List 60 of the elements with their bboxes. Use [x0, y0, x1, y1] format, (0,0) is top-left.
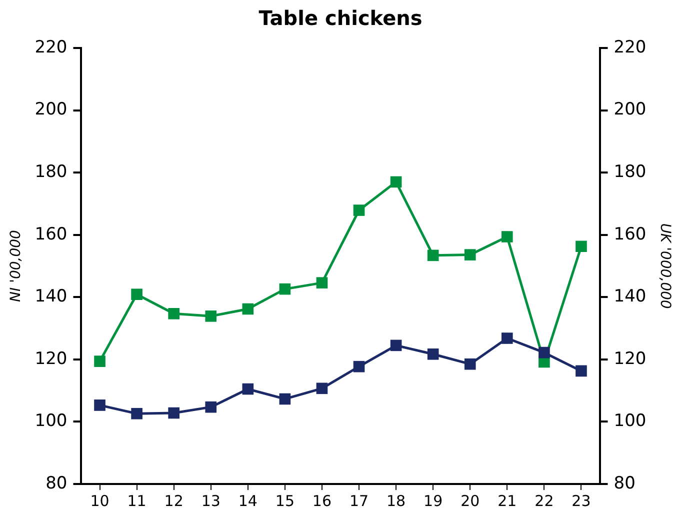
- y2-tick-label: 140: [614, 286, 646, 307]
- y2-tick-label: 80: [614, 473, 636, 494]
- y-axis-title: NI '00,000: [8, 230, 24, 302]
- point: [576, 365, 587, 377]
- x-tick-label: 21: [498, 492, 517, 510]
- y2-tick-label: 220: [614, 37, 646, 58]
- point: [131, 408, 142, 420]
- point: [353, 204, 365, 216]
- point: [464, 358, 476, 370]
- x-tick-label: 12: [164, 492, 184, 510]
- point: [131, 288, 142, 300]
- x-tick-label: 14: [238, 492, 258, 510]
- x-tick-label: 22: [534, 492, 554, 510]
- point: [242, 303, 254, 315]
- point: [168, 308, 180, 320]
- x-tick-label: 23: [572, 492, 591, 510]
- y-tick-label: 220: [34, 37, 68, 58]
- point: [316, 382, 328, 394]
- y-tick-label: 100: [34, 411, 68, 432]
- point: [390, 176, 402, 188]
- point: [279, 393, 291, 405]
- x-tick-label: 17: [349, 492, 369, 510]
- point: [464, 249, 476, 260]
- point: [94, 356, 106, 367]
- y2-tick-label: 160: [614, 224, 646, 244]
- point: [502, 332, 513, 344]
- point: [168, 407, 180, 419]
- x-tick-label: 13: [201, 492, 220, 510]
- x-tick-label: 11: [127, 492, 146, 510]
- y-tick-label: 200: [34, 100, 68, 120]
- point: [502, 231, 513, 242]
- point: [94, 400, 106, 411]
- point: [427, 348, 439, 360]
- x-tick-label: 10: [90, 492, 110, 510]
- x-tick-label: 16: [312, 492, 332, 510]
- point: [353, 360, 365, 372]
- point: [205, 310, 217, 322]
- y-tick-label: 140: [34, 286, 68, 307]
- y2-tick-label: 200: [614, 100, 646, 120]
- chart-title: Table chickens: [258, 6, 422, 30]
- point: [316, 277, 328, 288]
- y-tick-label: 120: [34, 348, 68, 369]
- y-tick-label: 80: [46, 473, 68, 494]
- point: [576, 240, 587, 252]
- y-tick-label: 160: [34, 224, 68, 244]
- point: [427, 250, 439, 262]
- point: [205, 401, 217, 413]
- x-tick-label: 20: [460, 492, 480, 510]
- y2-axis-title: UK '000,000: [656, 223, 673, 309]
- point: [279, 283, 291, 295]
- y2-tick-label: 120: [614, 348, 646, 369]
- x-tick-label: 15: [275, 492, 294, 510]
- point: [538, 346, 550, 358]
- x-tick-label: 19: [424, 492, 443, 510]
- y2-tick-label: 100: [614, 411, 646, 432]
- y-tick-label: 180: [34, 162, 68, 182]
- point: [242, 383, 254, 395]
- y2-tick-label: 180: [614, 162, 646, 182]
- point: [390, 340, 402, 352]
- x-tick-label: 18: [386, 492, 406, 510]
